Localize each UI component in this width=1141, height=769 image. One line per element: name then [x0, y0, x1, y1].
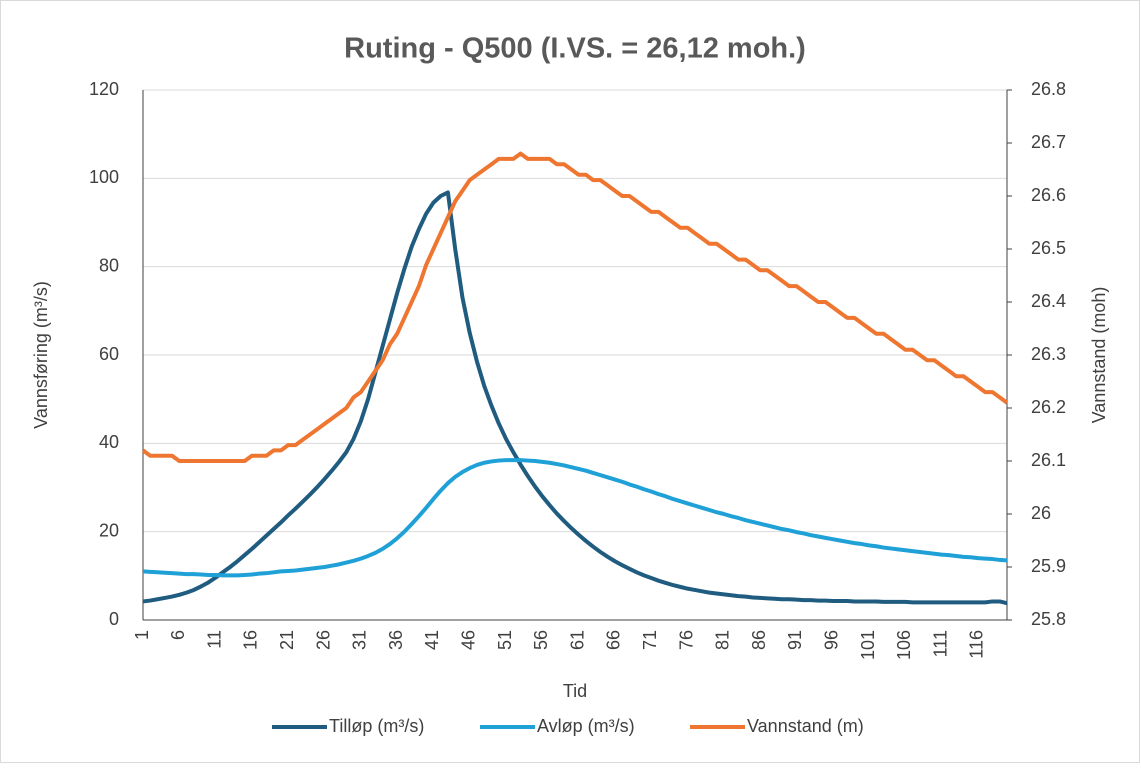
y2-tick-label: 26.5: [1031, 238, 1066, 258]
x-tick-label: 86: [749, 630, 769, 650]
y-tick-label: 80: [99, 255, 119, 275]
x-tick-label: 26: [313, 630, 333, 650]
x-tick-label: 76: [676, 630, 696, 650]
x-tick-label: 11: [204, 630, 224, 649]
x-tick-label: 56: [531, 630, 551, 650]
x-tick-label: 106: [894, 630, 914, 660]
x-tick-label: 116: [967, 630, 987, 659]
x-tick-label: 31: [350, 630, 370, 650]
x-tick-label: 71: [640, 630, 660, 650]
legend-label: Avløp (m³/s): [537, 716, 635, 736]
y2-tick-label: 26.7: [1031, 132, 1066, 152]
y2-tick-label: 26.6: [1031, 185, 1066, 205]
y2-tick-label: 26.2: [1031, 397, 1066, 417]
y-tick-label: 40: [99, 432, 119, 452]
y-axis-label: Vannsføring (m³/s): [31, 281, 51, 429]
series-line: [142, 190, 1008, 606]
x-tick-label: 111: [930, 630, 950, 657]
y-tick-label: 60: [99, 344, 119, 364]
y2-tick-label: 26.4: [1031, 291, 1066, 311]
y-tick-label: 100: [89, 167, 119, 187]
y2-tick-label: 26.1: [1031, 450, 1066, 470]
x-tick-label: 46: [458, 630, 478, 650]
x-tick-label: 101: [858, 630, 878, 660]
y-tick-label: 120: [89, 79, 119, 99]
x-tick-label: 36: [386, 630, 406, 650]
x-tick-label: 1: [132, 630, 152, 640]
x-tick-label: 61: [567, 630, 587, 650]
x-tick-label: 51: [495, 630, 515, 650]
x-tick-label: 6: [168, 630, 188, 640]
legend-label: Vannstand (m): [747, 716, 864, 736]
y2-tick-label: 25.8: [1031, 609, 1066, 629]
x-tick-label: 91: [785, 630, 805, 650]
x-tick-label: 96: [821, 630, 841, 650]
x-tick-label: 21: [277, 630, 297, 650]
y2-tick-label: 26: [1031, 503, 1051, 523]
legend-label: Tilløp (m³/s): [329, 716, 424, 736]
x-tick-label: 16: [241, 630, 261, 650]
x-tick-label: 66: [604, 630, 624, 650]
x-tick-label: 81: [713, 630, 733, 650]
series-line: [141, 151, 1009, 463]
y-tick-label: 20: [99, 520, 119, 540]
y2-tick-label: 26.3: [1031, 344, 1066, 364]
x-tick-label: 41: [422, 630, 442, 650]
y2-axis-label: Vannstand (moh): [1089, 287, 1109, 424]
y2-tick-label: 26.8: [1031, 79, 1066, 99]
series-line: [142, 458, 1008, 578]
y2-tick-label: 25.9: [1031, 556, 1066, 576]
x-axis-label: Tid: [563, 681, 587, 701]
y-tick-label: 0: [109, 609, 119, 629]
chart-title: Ruting - Q500 (I.VS. = 26,12 moh.): [344, 33, 806, 65]
